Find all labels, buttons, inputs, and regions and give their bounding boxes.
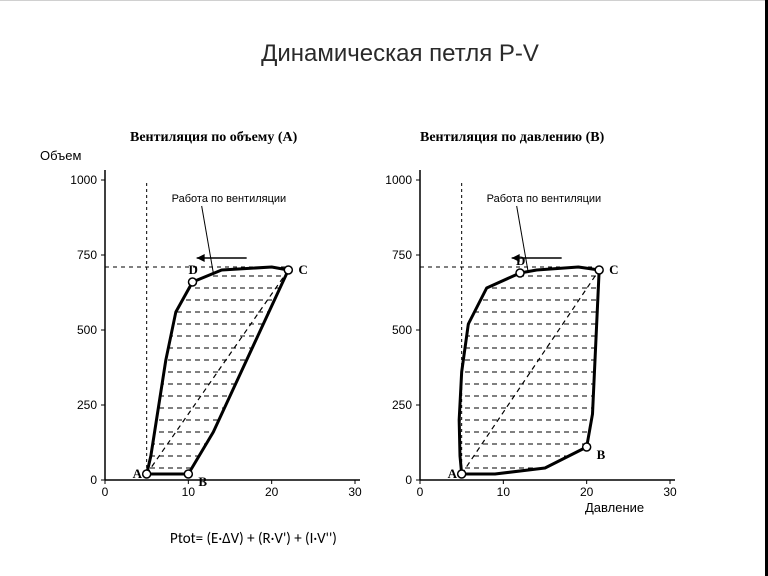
formula: Ptot= (E·ΔV) + (R·V') + (I·V'') — [170, 530, 337, 548]
chart-a-subtitle: Вентиляция по объему (А) — [130, 130, 297, 146]
svg-text:1000: 1000 — [385, 173, 412, 187]
svg-text:750: 750 — [392, 248, 412, 262]
svg-text:500: 500 — [392, 323, 412, 337]
svg-text:C: C — [609, 262, 618, 277]
svg-text:Работа по вентиляции: Работа по вентиляции — [172, 193, 287, 205]
svg-text:750: 750 — [77, 248, 97, 262]
svg-text:10: 10 — [182, 485, 196, 499]
svg-text:Работа по вентиляции: Работа по вентиляции — [487, 193, 602, 205]
svg-text:20: 20 — [265, 485, 279, 499]
svg-text:20: 20 — [580, 485, 594, 499]
svg-text:30: 30 — [348, 485, 362, 499]
svg-text:0: 0 — [405, 473, 412, 487]
svg-text:30: 30 — [663, 485, 677, 499]
svg-text:500: 500 — [77, 323, 97, 337]
svg-text:250: 250 — [392, 398, 412, 412]
svg-text:D: D — [189, 262, 198, 277]
chart-b-subtitle: Вентиляция по давлению (В) — [420, 130, 604, 146]
svg-text:1000: 1000 — [70, 173, 97, 187]
svg-text:250: 250 — [77, 398, 97, 412]
svg-text:B: B — [597, 447, 606, 462]
chart-a: 0 250 500 750 1000 0 10 20 30 A B C D Работа по венти… — [55, 150, 365, 510]
svg-text:0: 0 — [102, 485, 109, 499]
svg-text:B: B — [198, 474, 207, 489]
page-top-line — [0, 0, 768, 1]
chart-b: 025050075010000102030ABCDРабота по венти… — [370, 150, 680, 510]
page-title: Динамическая петля P-V — [150, 40, 650, 68]
svg-text:0: 0 — [417, 485, 424, 499]
svg-text:0: 0 — [90, 473, 97, 487]
svg-text:10: 10 — [497, 485, 511, 499]
svg-text:A: A — [448, 466, 458, 481]
svg-text:C: C — [298, 262, 307, 277]
svg-text:A: A — [133, 466, 143, 481]
